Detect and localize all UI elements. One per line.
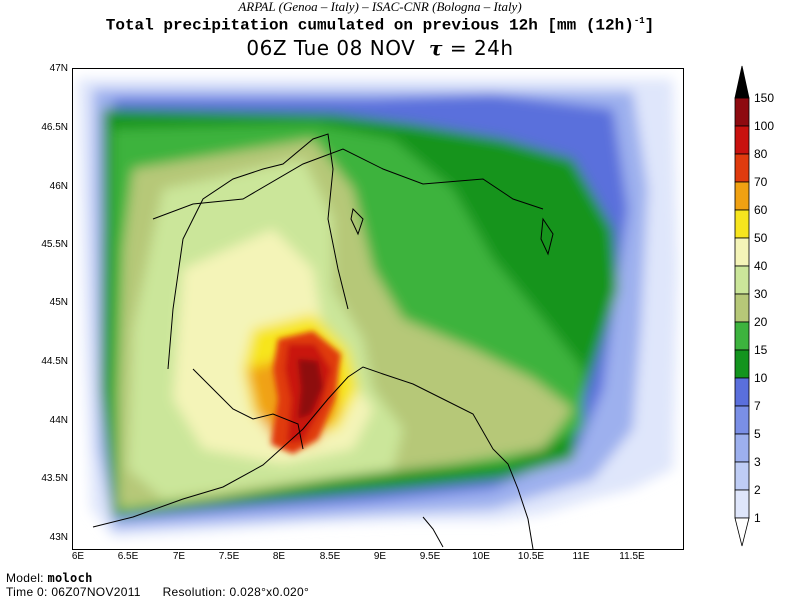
colorbar-label: 3 (754, 455, 761, 469)
corsica-tip (422, 516, 444, 548)
colorbar-label: 5 (754, 427, 761, 441)
colorbar-box (734, 405, 750, 435)
lat-tick: 46N (49, 181, 68, 192)
map-canvas (73, 69, 683, 549)
colorbar-box (734, 125, 750, 155)
lon-tick: 6E (71, 551, 85, 562)
lon-tick: 6.5E (117, 551, 139, 562)
colorbar-label: 100 (754, 119, 775, 133)
precipitation-map (72, 68, 684, 550)
organization-line: ARPAL (Genoa – Italy) – ISAC-CNR (Bologn… (238, 0, 522, 14)
lon-tick: 9E (373, 551, 387, 562)
colorbar-box (734, 97, 750, 127)
colorbar-label: 70 (754, 175, 768, 189)
colorbar (734, 65, 750, 547)
colorbar-box (734, 237, 750, 267)
lake-2 (540, 217, 554, 256)
coastlines (92, 133, 554, 549)
time0-line: Time 0: 06Z07NOV2011 Resolution: 0.028°x… (6, 585, 309, 599)
north-border (152, 148, 544, 220)
colorbar-label: 15 (754, 343, 768, 357)
colorbar-box (734, 349, 750, 379)
lat-tick: 45N (49, 297, 68, 308)
lat-tick: 44N (49, 415, 68, 426)
colorbar-label: 1 (754, 511, 761, 525)
model-line: Model: moloch (6, 571, 93, 585)
colorbar-box (734, 265, 750, 295)
precip-field (78, 79, 678, 537)
chart-title: Total precipitation cumulated on previou… (0, 12, 760, 34)
lake-1 (350, 207, 364, 236)
colorbar-box (734, 209, 750, 239)
title-exponent: -1 (633, 16, 645, 26)
lon-tick: 7E (172, 551, 186, 562)
colorbar-box (734, 181, 750, 211)
lat-tick: 45.5N (41, 239, 68, 250)
french-italian-coast (92, 366, 534, 549)
precip-core (271, 331, 341, 454)
lon-tick: 8.5E (319, 551, 341, 562)
lon-tick: 11E (572, 551, 590, 562)
colorbar-label: 80 (754, 147, 768, 161)
colorbar-label: 50 (754, 231, 768, 245)
resolution-label: Resolution: (162, 585, 226, 599)
colorbar-box (734, 293, 750, 323)
time0-label: Time 0: (6, 585, 48, 599)
colorbar-label: 60 (754, 203, 768, 217)
colorbar-box (734, 433, 750, 463)
lat-tick: 43.5N (41, 473, 68, 484)
colorbar-label: 10 (754, 371, 768, 385)
colorbar-bottom-triangle (734, 517, 750, 547)
lon-tick: 10E (472, 551, 490, 562)
colorbar-label: 40 (754, 259, 768, 273)
title-main: Total precipitation cumulated on previou… (105, 16, 634, 35)
lon-tick: 11.5E (619, 551, 645, 562)
colorbar-box (734, 489, 750, 519)
model-value: moloch (47, 571, 93, 585)
lon-tick: 10.5E (517, 551, 545, 562)
lead-time: = 24h (449, 36, 514, 60)
lat-tick: 43N (49, 532, 68, 543)
colorbar-label: 150 (754, 91, 775, 105)
valid-time-line: 06Z Tue 08 NOV τ = 24h (0, 36, 760, 60)
model-label: Model: (6, 571, 44, 585)
colorbar-box (734, 377, 750, 407)
time0-value: 06Z07NOV2011 (51, 585, 141, 599)
italy-border (167, 133, 349, 370)
colorbar-box (734, 461, 750, 491)
tau-symbol: τ (429, 36, 443, 60)
lon-tick: 8E (272, 551, 286, 562)
colorbar-label: 2 (754, 483, 761, 497)
inland-border (192, 368, 304, 450)
valid-time: 06Z Tue 08 NOV (246, 36, 416, 60)
resolution-value: 0.028°x0.020° (229, 585, 310, 599)
lon-tick: 7.5E (218, 551, 240, 562)
colorbar-box (734, 321, 750, 351)
lat-tick: 46.5N (41, 122, 68, 133)
lon-tick: 9.5E (419, 551, 441, 562)
lat-tick: 44.5N (41, 356, 68, 367)
precip-100mm (298, 359, 323, 419)
colorbar-label: 7 (754, 399, 761, 413)
colorbar-boxes (734, 65, 750, 547)
colorbar-top-triangle (734, 65, 750, 99)
lat-tick: 47N (49, 63, 68, 74)
title-close: ] (644, 16, 655, 35)
colorbar-label: 20 (754, 315, 768, 329)
colorbar-box (734, 153, 750, 183)
colorbar-label: 30 (754, 287, 768, 301)
